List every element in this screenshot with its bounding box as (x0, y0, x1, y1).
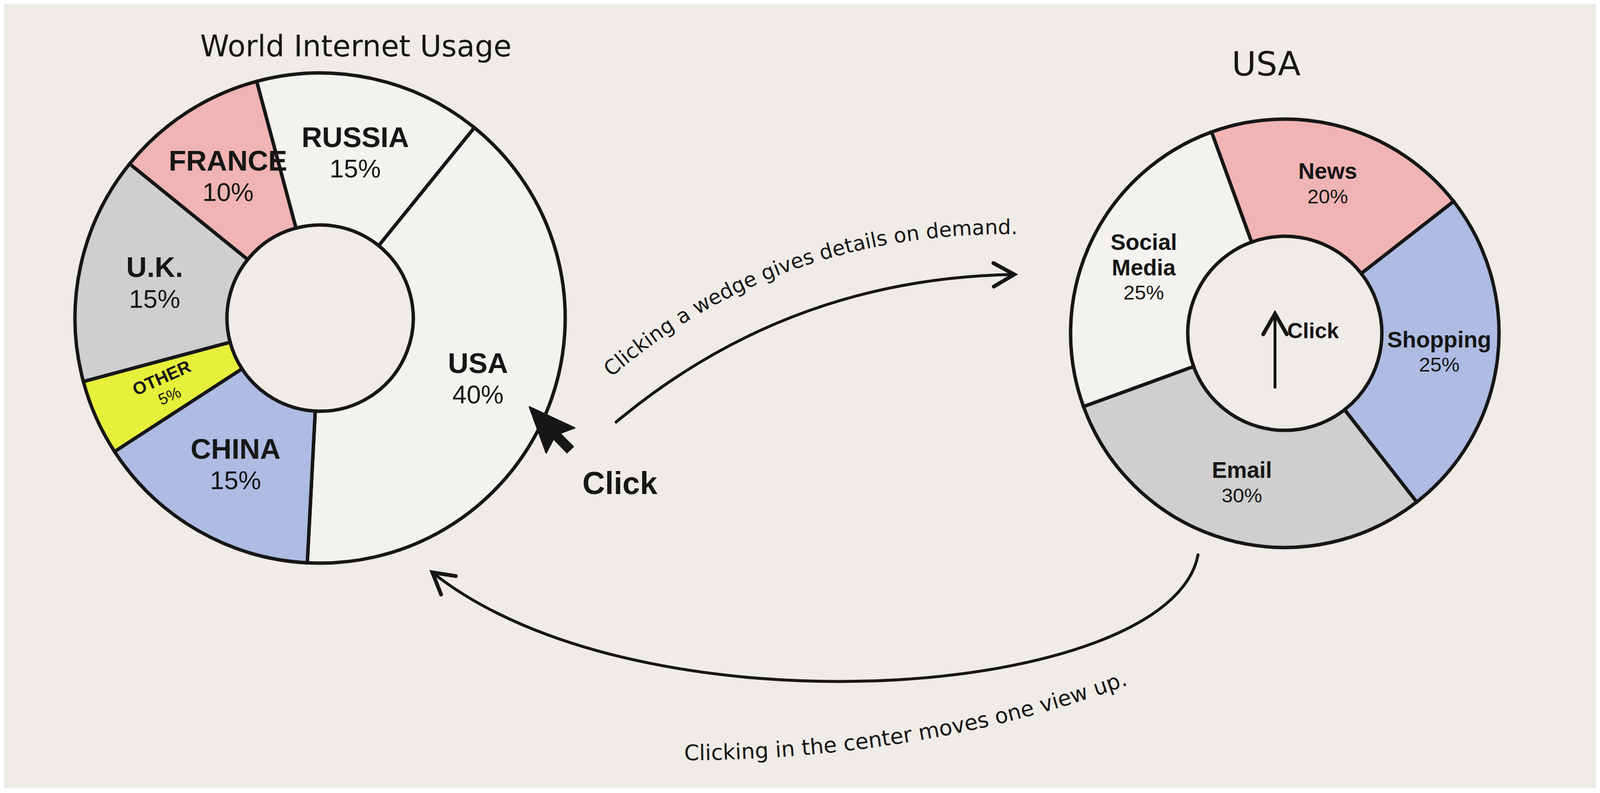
svg-text:Shopping: Shopping (1387, 326, 1492, 353)
svg-text:Click: Click (1287, 318, 1340, 343)
svg-text:40%: 40% (452, 380, 504, 409)
svg-text:Clicking a wedge gives details: Clicking a wedge gives details on demand… (599, 215, 1018, 382)
svg-text:5%: 5% (155, 383, 184, 409)
svg-text:U.K.: U.K. (126, 250, 184, 283)
svg-text:Social: Social (1110, 229, 1177, 255)
svg-text:15%: 15% (209, 466, 261, 495)
svg-text:FRANCE: FRANCE (168, 144, 288, 177)
svg-text:CHINA: CHINA (190, 432, 281, 465)
svg-text:Email: Email (1211, 457, 1273, 483)
svg-text:Media: Media (1111, 254, 1176, 281)
html-text:World Internet Usage: World Internet Usage (200, 28, 512, 64)
html-text:USA: USA (1231, 44, 1301, 84)
svg-text:15%: 15% (128, 284, 180, 314)
svg-text:25%: 25% (1419, 353, 1460, 376)
svg-text:USA: USA (448, 347, 508, 379)
svg-text:OTHER: OTHER (129, 356, 194, 400)
svg-text:News: News (1298, 158, 1357, 184)
svg-text:Click: Click (582, 465, 658, 501)
svg-text:25%: 25% (1123, 281, 1165, 304)
svg-text:15%: 15% (329, 154, 381, 183)
svg-text:20%: 20% (1307, 185, 1349, 208)
svg-text:RUSSIA: RUSSIA (301, 121, 409, 153)
svg-text:30%: 30% (1221, 484, 1263, 507)
svg-text:Clicking in the center moves o: Clicking in the center moves one view up… (683, 666, 1130, 766)
svg-text:10%: 10% (202, 177, 254, 207)
